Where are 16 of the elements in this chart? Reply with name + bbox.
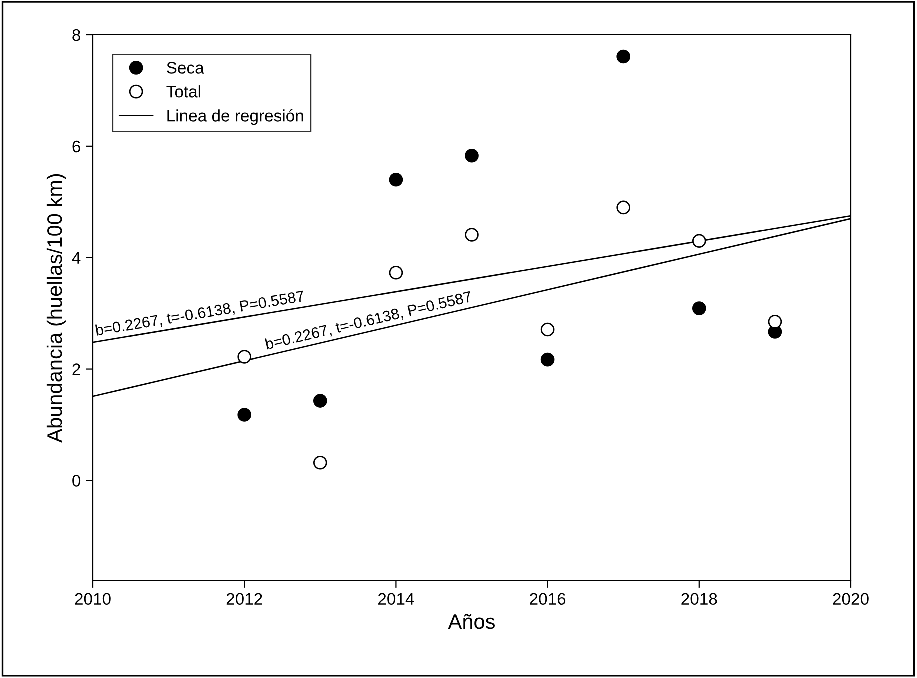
legend-label: Seca (167, 62, 204, 74)
x-axis-title: Años (448, 614, 495, 630)
legend-label: Linea de regresión (168, 109, 304, 126)
x-tick-label: 2014 (378, 593, 414, 606)
y-tick-label: 6 (72, 140, 80, 153)
y-tick-label: 8 (72, 29, 80, 42)
y-tick-label: 0 (72, 475, 81, 487)
x-tick-label: 2010 (75, 593, 111, 606)
x-tick-label: 2012 (226, 593, 262, 606)
y-axis-title: Abundancia (huellas/100 km) (46, 174, 66, 443)
x-tick-label: 2016 (530, 593, 566, 606)
x-tick-label: 2018 (682, 593, 718, 606)
y-tick-label: 2 (72, 364, 80, 376)
legend-label: Total (166, 86, 200, 98)
y-tick-label: 4 (72, 252, 81, 264)
x-tick-label: 2020 (833, 593, 869, 606)
